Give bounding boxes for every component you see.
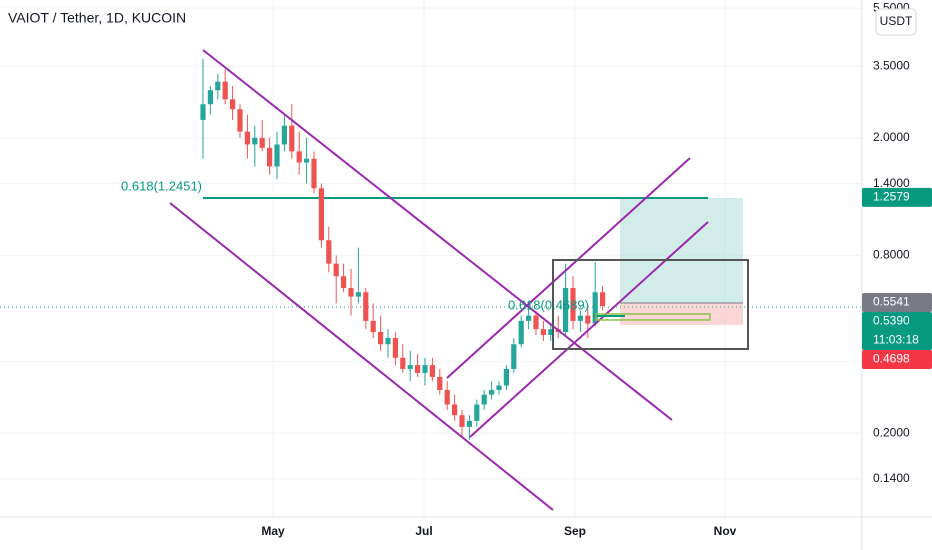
fib-label: 0.618(1.2451) — [121, 178, 202, 193]
candle-body — [503, 368, 509, 386]
candle-body — [407, 365, 413, 369]
candle-body — [415, 365, 421, 373]
x-tick-label: May — [261, 524, 285, 538]
candle-body — [540, 329, 546, 335]
x-tick-label: Jul — [415, 524, 432, 538]
price-label-bg — [862, 311, 932, 350]
candle-body — [267, 147, 273, 167]
price-label: 0.5541 — [873, 295, 910, 309]
candle-body — [570, 288, 576, 321]
trendline — [169, 202, 554, 511]
candle-body — [207, 90, 213, 105]
candle-body — [333, 263, 339, 277]
y-tick-label: 1.4000 — [873, 176, 910, 190]
y-tick-label: 0.1400 — [873, 471, 910, 485]
x-tick-label: Nov — [714, 524, 737, 538]
trendline — [202, 49, 673, 421]
candle-body — [200, 104, 206, 120]
zone-box — [595, 313, 711, 321]
long-target-zone — [620, 198, 743, 303]
candle-body — [429, 365, 435, 377]
candle-body — [452, 404, 458, 416]
countdown: 11:03:18 — [873, 333, 919, 347]
candle-body — [496, 385, 502, 390]
candle-body — [222, 81, 228, 100]
y-tick-label: 3.5000 — [873, 58, 910, 72]
trendline — [469, 221, 709, 438]
candle-body — [326, 240, 332, 264]
price-label: 0.4698 — [873, 352, 910, 366]
candle-body — [370, 320, 376, 333]
candle-body — [259, 137, 265, 148]
candle-body — [533, 315, 539, 330]
price-label: 1.2579 — [873, 189, 910, 203]
candle-body — [526, 315, 532, 321]
candle-body — [355, 292, 361, 297]
candle-body — [489, 389, 495, 395]
axes: 5.50003.50002.00001.40000.80000.35000.20… — [261, 0, 932, 538]
candle-body — [563, 288, 569, 333]
candle-body — [481, 394, 487, 405]
title-bg — [0, 8, 188, 28]
x-tick-label: Sep — [564, 524, 586, 538]
range-box — [552, 259, 749, 350]
candle-body — [385, 337, 391, 345]
chart-title: VAIOT / Tether, 1D, KUCOIN — [8, 10, 186, 26]
candle-body — [459, 415, 465, 427]
candle-body — [230, 99, 236, 110]
price-label-bg — [862, 292, 932, 312]
candle-body — [548, 329, 554, 335]
candle-body — [252, 137, 258, 145]
candle-body — [296, 151, 302, 163]
candle-body — [600, 292, 606, 307]
candle-body — [592, 292, 598, 324]
price-label-bg — [862, 349, 932, 369]
price-label-bg — [862, 187, 932, 207]
candle-body — [289, 125, 295, 152]
candle-body — [215, 81, 221, 91]
candle-body — [466, 420, 472, 427]
candle-body — [378, 332, 384, 345]
candle-body — [392, 337, 398, 358]
candle-body — [341, 276, 347, 289]
grid — [0, 0, 862, 517]
currency-button[interactable] — [875, 8, 917, 36]
price-label: 0.5390 — [873, 314, 910, 328]
candle-body — [585, 315, 591, 324]
candle-body — [348, 288, 354, 297]
candle-body — [474, 404, 480, 421]
y-tick-label: 0.8000 — [873, 248, 910, 262]
candle-body — [422, 365, 428, 373]
y-tick-label: 0.2000 — [873, 425, 910, 439]
candle-body — [363, 292, 369, 321]
y-tick-label: 2.0000 — [873, 130, 910, 144]
candle-body — [577, 315, 583, 321]
candle-body — [318, 188, 324, 241]
candle-body — [274, 144, 280, 167]
candle-body — [311, 158, 317, 189]
candle-body — [304, 158, 310, 163]
candle-body — [400, 357, 406, 369]
trendline — [446, 157, 691, 379]
candle-body — [237, 109, 243, 132]
trend-channels — [169, 49, 709, 511]
currency-label: USDT — [880, 14, 913, 28]
candle-body — [244, 131, 250, 145]
fib-label: 0.618(0.4689) — [508, 297, 589, 312]
candle-body — [281, 125, 287, 145]
candle-body — [511, 344, 517, 369]
candle-body — [444, 389, 450, 405]
candle-body — [518, 320, 524, 345]
candle-body — [437, 376, 443, 390]
